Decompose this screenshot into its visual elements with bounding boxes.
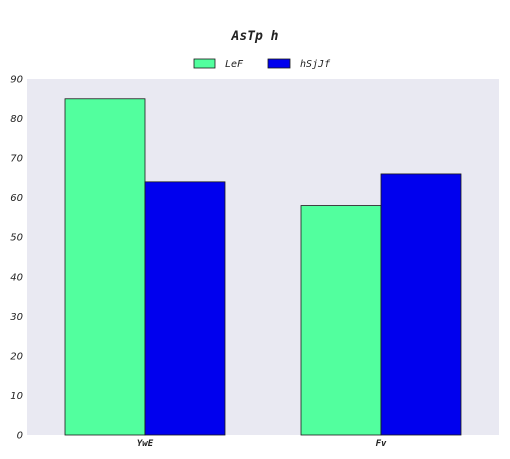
bar-lef-ywe (64, 98, 146, 436)
y-tick-label: 20 (10, 351, 23, 362)
y-tick-label: 10 (10, 391, 23, 402)
x-tick-label: Fv (376, 439, 387, 449)
y-axis-ticks: 0 10 20 30 40 50 60 70 80 90 (10, 75, 23, 442)
x-tick-label: YwE (137, 439, 154, 449)
chart-title: AsTp h (231, 29, 279, 44)
y-tick-label: 0 (17, 431, 23, 442)
y-tick-label: 70 (10, 154, 23, 165)
bar-lef-fv (300, 205, 382, 436)
legend: LeF hSjJf (193, 58, 331, 70)
legend-label-lef: LeF (225, 59, 244, 70)
y-tick-label: 90 (10, 75, 23, 86)
bars-group (64, 98, 462, 436)
legend-swatch-lef (193, 58, 216, 69)
y-tick-label: 80 (10, 114, 23, 125)
x-axis-ticks: YwE Fv (137, 439, 387, 449)
y-tick-label: 40 (10, 272, 23, 283)
y-tick-label: 50 (10, 233, 23, 244)
bar-hsjjf-fv (380, 173, 462, 436)
y-tick-label: 30 (10, 312, 23, 323)
legend-swatch-hsjjf (267, 58, 291, 69)
bar-hsjjf-ywe (144, 181, 226, 436)
y-tick-label: 60 (10, 193, 23, 204)
legend-label-hsjjf: hSjJf (300, 59, 331, 70)
